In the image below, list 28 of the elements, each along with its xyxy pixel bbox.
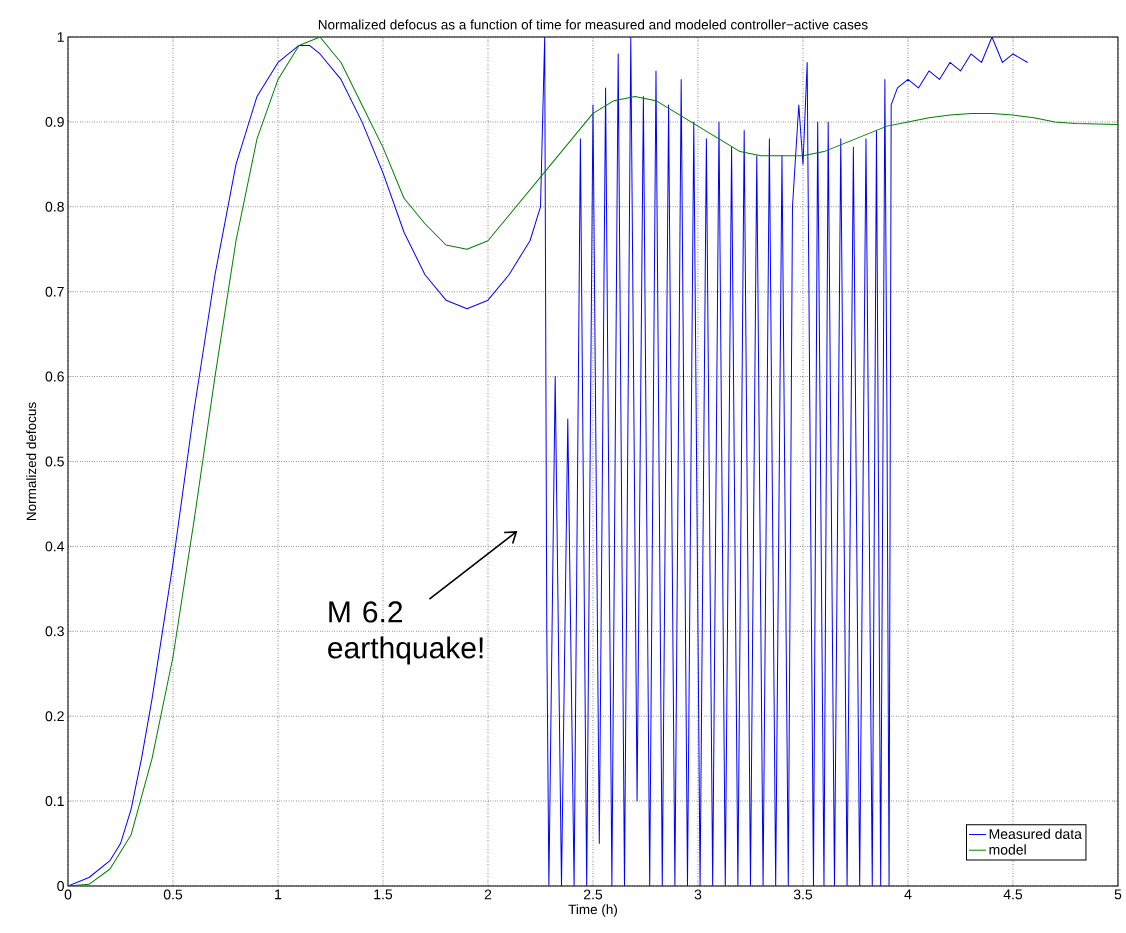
y-tick-label: 0.3 [45,626,64,637]
x-tick-label: 4.5 [1003,889,1023,900]
y-axis-title: Normalized defocus [26,402,37,521]
x-tick-label: 0.5 [163,889,183,900]
x-tick-label: 2 [484,889,492,900]
x-tick-label: 1.5 [374,889,393,900]
y-tick-label: 0.1 [45,796,64,807]
x-tick-label: 5 [1114,889,1122,900]
y-tick-label: 0.5 [45,456,64,467]
x-tick-label: 3.5 [793,889,813,900]
x-tick-label: 2.5 [583,889,603,900]
legend-label: model [989,844,1026,855]
y-tick-label: 0.2 [45,711,64,722]
y-tick-label: 0.6 [45,371,64,382]
y-tick-label: 1 [57,32,64,42]
legend-label: Measured data [989,828,1082,840]
annotation: M 6.2 earthquake! [328,601,483,665]
chart-title: Normalized defocus as a function of time for measured and modeled controller−active cases [318,19,868,30]
x-axis-title: Time (h) [568,904,618,917]
y-tick-label: 0.8 [45,201,64,212]
y-tick-label: 0.7 [45,286,64,297]
y-tick-label: 0 [57,881,64,891]
y-tick-label: 0.9 [45,116,64,127]
x-tick-label: 3 [694,889,702,900]
y-tick-label: 0.4 [45,541,65,552]
x-tick-label: 1 [275,889,282,900]
x-tick-label: 0 [64,889,72,900]
x-tick-label: 4 [904,889,912,900]
